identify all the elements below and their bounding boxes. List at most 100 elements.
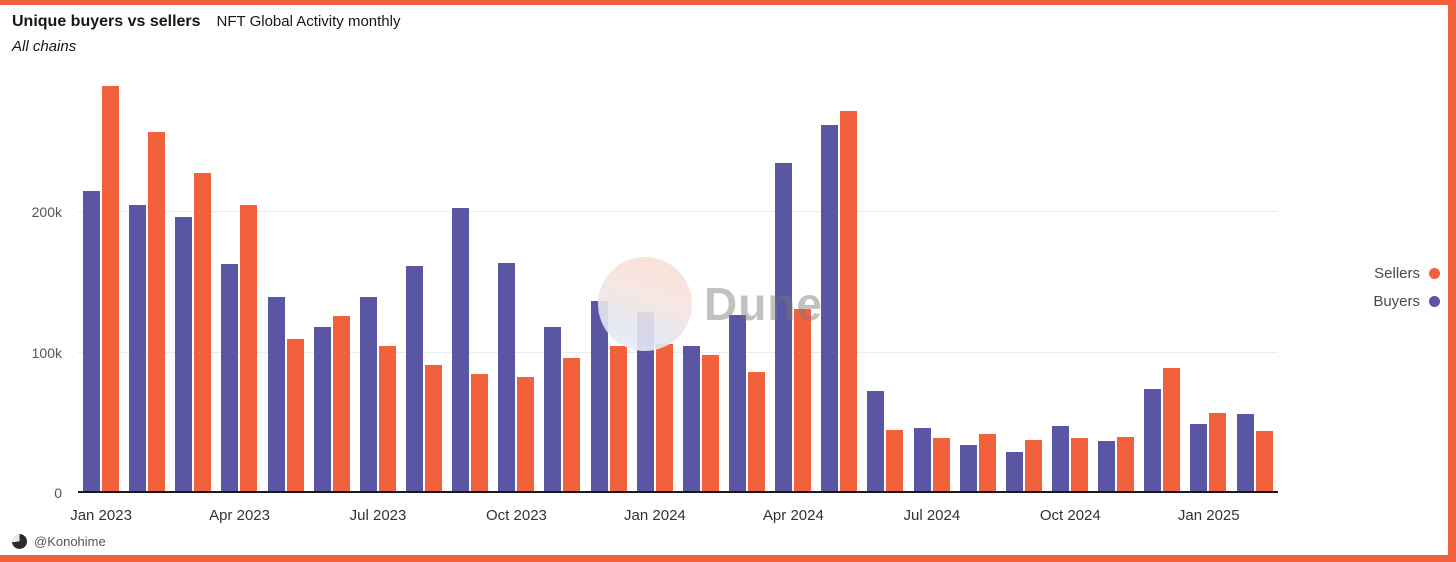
bar-buyers-aug-2023[interactable]: [406, 265, 424, 493]
bar-sellers-apr-2024[interactable]: [794, 309, 812, 493]
legend-item-buyers[interactable]: Buyers: [1373, 293, 1440, 310]
bar-buyers-oct-2024[interactable]: [1052, 425, 1070, 493]
bar-buyers-feb-2024[interactable]: [682, 345, 700, 493]
title-row: Unique buyers vs sellers NFT Global Acti…: [12, 13, 400, 31]
bar-sellers-may-2023[interactable]: [286, 338, 304, 493]
month-group: [175, 72, 212, 493]
bar-sellers-nov-2024[interactable]: [1117, 436, 1135, 493]
bar-sellers-oct-2024[interactable]: [1071, 438, 1089, 493]
month-group: [1098, 72, 1135, 493]
bar-sellers-feb-2025[interactable]: [1255, 431, 1273, 493]
month-group: [821, 72, 858, 493]
bar-sellers-jun-2024[interactable]: [886, 429, 904, 493]
bar-sellers-jan-2023[interactable]: [102, 86, 120, 493]
bar-sellers-oct-2023[interactable]: [517, 376, 535, 493]
y-tick-label: 200k: [31, 204, 62, 221]
bar-sellers-dec-2024[interactable]: [1163, 368, 1181, 493]
gridline: [78, 211, 1278, 213]
month-group: [1190, 72, 1227, 493]
bar-buyers-may-2023[interactable]: [267, 296, 285, 493]
bar-buyers-apr-2023[interactable]: [221, 264, 239, 493]
bar-sellers-apr-2023[interactable]: [240, 205, 258, 493]
month-group: [1236, 72, 1273, 493]
month-group: [729, 72, 766, 493]
month-group: [636, 72, 673, 493]
month-group: [775, 72, 812, 493]
month-group: [129, 72, 166, 493]
footer-logo-icon: [12, 534, 27, 549]
x-tick-label: Apr 2023: [209, 507, 270, 524]
month-group: [867, 72, 904, 493]
bar-buyers-oct-2023[interactable]: [498, 262, 516, 493]
bar-buyers-nov-2023[interactable]: [544, 327, 562, 493]
bar-buyers-jan-2025[interactable]: [1190, 424, 1208, 493]
chart-filter-label: All chains: [12, 38, 77, 55]
bar-sellers-jun-2023[interactable]: [332, 316, 350, 493]
bar-sellers-feb-2024[interactable]: [701, 355, 719, 493]
bar-buyers-mar-2024[interactable]: [729, 314, 747, 493]
month-group: [313, 72, 350, 493]
bar-sellers-jul-2024[interactable]: [932, 438, 950, 493]
bar-sellers-feb-2023[interactable]: [148, 132, 166, 493]
legend-dot-icon: [1429, 268, 1440, 279]
y-tick-label: 0: [54, 485, 62, 501]
legend-label: Buyers: [1373, 293, 1420, 310]
bar-buyers-jul-2023[interactable]: [359, 296, 377, 493]
bar-sellers-jul-2023[interactable]: [378, 345, 396, 493]
bar-buyers-jun-2024[interactable]: [867, 390, 885, 493]
bar-buyers-may-2024[interactable]: [821, 125, 839, 493]
month-group: [1052, 72, 1089, 493]
month-group: [1144, 72, 1181, 493]
month-group: [913, 72, 950, 493]
month-group: [452, 72, 489, 493]
bar-buyers-nov-2024[interactable]: [1098, 441, 1116, 493]
month-group: [83, 72, 120, 493]
bar-buyers-jan-2024[interactable]: [636, 311, 654, 493]
bar-buyers-sep-2024[interactable]: [1005, 452, 1023, 493]
bar-sellers-sep-2024[interactable]: [1024, 439, 1042, 493]
month-group: [267, 72, 304, 493]
bar-sellers-jan-2025[interactable]: [1209, 413, 1227, 493]
x-tick-label: Oct 2023: [486, 507, 547, 524]
bar-buyers-feb-2023[interactable]: [129, 205, 147, 493]
bars-layer: [78, 72, 1278, 493]
legend-item-sellers[interactable]: Sellers: [1374, 265, 1440, 282]
month-group: [590, 72, 627, 493]
bar-buyers-dec-2024[interactable]: [1144, 389, 1162, 493]
bar-buyers-jan-2023[interactable]: [83, 191, 101, 493]
bar-sellers-nov-2023[interactable]: [563, 358, 581, 493]
month-group: [221, 72, 258, 493]
bar-buyers-feb-2025[interactable]: [1236, 414, 1254, 493]
bar-sellers-mar-2024[interactable]: [748, 372, 766, 493]
x-tick-label: Jan 2024: [624, 507, 686, 524]
bar-sellers-may-2024[interactable]: [840, 111, 858, 493]
bar-buyers-jun-2023[interactable]: [313, 327, 331, 493]
bar-buyers-sep-2023[interactable]: [452, 208, 470, 493]
bar-buyers-aug-2024[interactable]: [959, 445, 977, 493]
bar-sellers-mar-2023[interactable]: [194, 173, 212, 493]
bar-sellers-aug-2023[interactable]: [425, 365, 443, 493]
month-group: [544, 72, 581, 493]
chart-subtitle: NFT Global Activity monthly: [216, 13, 401, 30]
footer-handle: @Konohime: [34, 534, 106, 549]
bar-sellers-sep-2023[interactable]: [471, 373, 489, 493]
month-group: [682, 72, 719, 493]
chart-title: Unique buyers vs sellers: [12, 13, 201, 30]
bar-buyers-jul-2024[interactable]: [913, 428, 931, 493]
x-tick-label: Jul 2024: [903, 507, 961, 524]
bar-sellers-dec-2023[interactable]: [609, 345, 627, 493]
y-axis: 0 100k 200k: [0, 72, 70, 501]
x-tick-label: Apr 2024: [762, 507, 824, 524]
bar-buyers-apr-2024[interactable]: [775, 163, 793, 493]
x-tick-label: Jan 2025: [1177, 507, 1240, 524]
bar-sellers-aug-2024[interactable]: [978, 434, 996, 493]
bar-sellers-jan-2024[interactable]: [655, 344, 673, 493]
x-tick-label: Jul 2023: [349, 507, 407, 524]
bar-buyers-dec-2023[interactable]: [590, 300, 608, 493]
month-group: [498, 72, 535, 493]
y-tick-label: 100k: [31, 344, 62, 361]
x-tick-label: Oct 2024: [1039, 507, 1101, 524]
bar-buyers-mar-2023[interactable]: [175, 216, 193, 493]
month-group: [959, 72, 996, 493]
